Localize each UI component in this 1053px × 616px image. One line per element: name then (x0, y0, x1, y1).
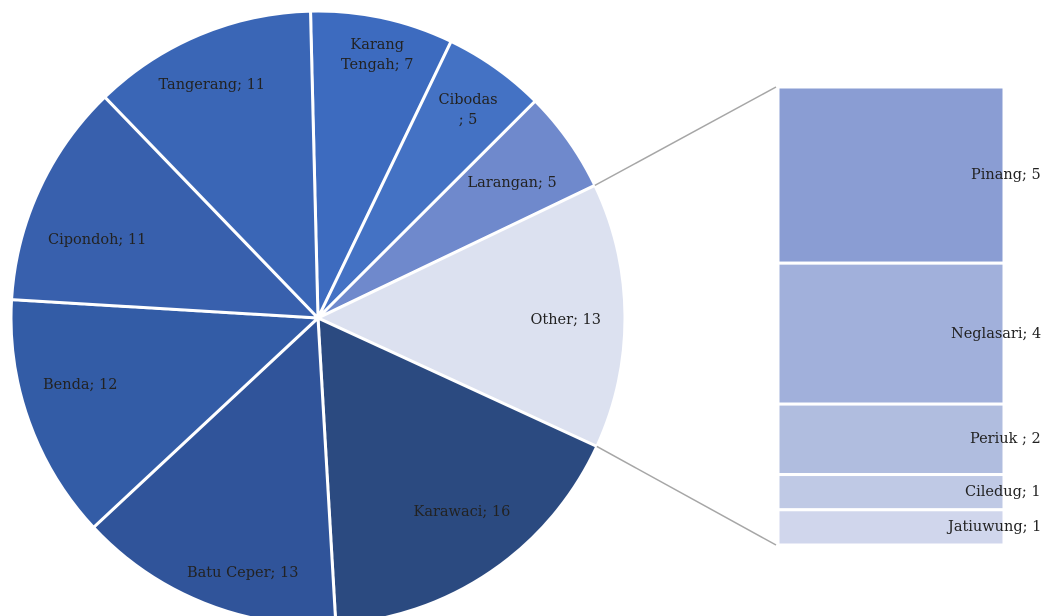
pie-slice (9, 297, 322, 530)
pie-slice (91, 314, 337, 616)
pie-slice (9, 94, 322, 320)
connector-line (594, 86, 777, 187)
slice-label: Cipondoh; 11 (48, 232, 147, 248)
bar-segment (776, 508, 1006, 547)
slice-label: Karang Tengah; 7 (341, 37, 414, 73)
slice-label: Other; 13 (530, 312, 602, 328)
slice-label: Batu Ceper; 13 (187, 565, 299, 581)
pie-slice (308, 9, 454, 319)
pie-slice (314, 183, 627, 449)
slice-label: Tangerang; 11 (158, 77, 266, 93)
segment-label: Jatiuwung; 1 (948, 519, 1042, 536)
segment-label: Ciledug; 1 (965, 484, 1041, 501)
slice-label: Karawaci; 16 (413, 504, 511, 520)
segment-label: Pinang; 5 (971, 167, 1041, 184)
slice-label: Cibodas ; 5 (438, 92, 498, 128)
slice-label: Benda; 12 (43, 377, 118, 393)
connector-line (596, 445, 777, 546)
pie-slice (316, 315, 599, 616)
bar-segment (776, 261, 1006, 406)
segment-label: Neglasari; 4 (951, 325, 1042, 342)
bar-segment (776, 85, 1006, 265)
slice-label: Larangan; 5 (467, 175, 557, 191)
segment-label: Periuk ; 2 (970, 431, 1041, 448)
pie-slice (102, 9, 320, 322)
bar-segment (776, 402, 1006, 477)
